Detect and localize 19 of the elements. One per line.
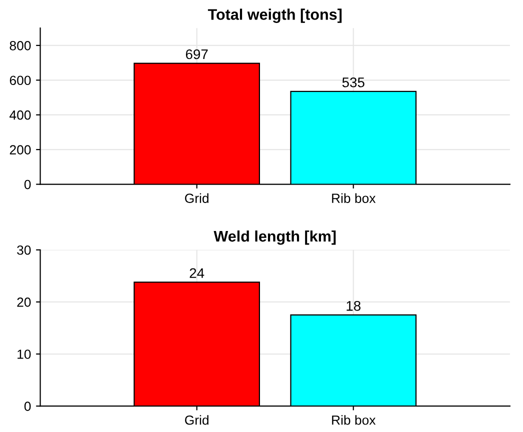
data-label: 697: [186, 49, 208, 60]
y-tick-label: 200: [10, 145, 31, 154]
y-tick-label: 0: [24, 180, 31, 190]
y-tick-label: 0: [24, 402, 31, 411]
x-tick-label: Grid: [185, 193, 208, 203]
y-tick-label: 600: [10, 76, 31, 86]
y-tick-label: 800: [10, 41, 31, 50]
data-label: 18: [346, 300, 360, 311]
y-tick-label: 400: [10, 110, 31, 120]
y-tick-label: 30: [17, 245, 31, 255]
y-tick-label: 10: [18, 350, 31, 359]
chart-title: Weld length [km]: [214, 230, 336, 245]
x-tick-label: Grid: [185, 415, 208, 425]
data-label: 535: [342, 77, 364, 88]
chart-title: Total weigth [tons]: [208, 8, 342, 23]
y-tick-label: 20: [17, 298, 31, 307]
x-tick-label: Rib box: [332, 415, 376, 425]
x-tick-label: Rib box: [332, 193, 376, 203]
data-label: 24: [190, 268, 204, 278]
